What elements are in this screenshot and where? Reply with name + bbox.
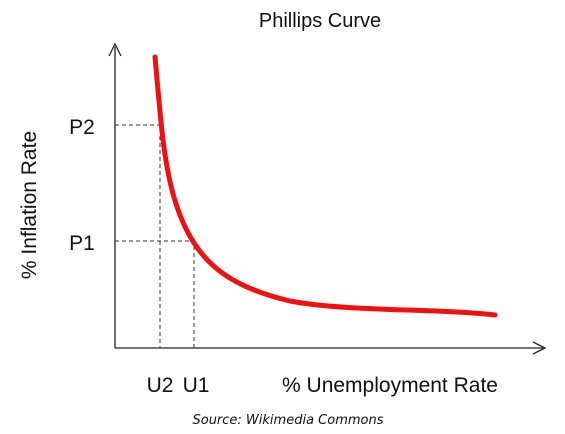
x-point-label: U2 bbox=[147, 374, 174, 397]
y-axis-arrow bbox=[108, 42, 122, 57]
phillips-curve-line bbox=[152, 54, 498, 318]
y-point-label: P1 bbox=[69, 232, 95, 255]
x-axis-arrow bbox=[532, 341, 547, 355]
diagram-title: Phillips Curve bbox=[259, 10, 381, 32]
source-caption: Source: Wikimedia Commons bbox=[192, 413, 383, 428]
p1-u1-guide bbox=[115, 240, 195, 348]
x-axis-label: % Unemployment Rate bbox=[282, 374, 498, 397]
y-point-label: P2 bbox=[69, 116, 95, 139]
p2-u2-guide bbox=[115, 124, 161, 348]
y-axis-label: % Inflation Rate bbox=[18, 131, 41, 279]
x-point-label: U1 bbox=[183, 374, 210, 397]
